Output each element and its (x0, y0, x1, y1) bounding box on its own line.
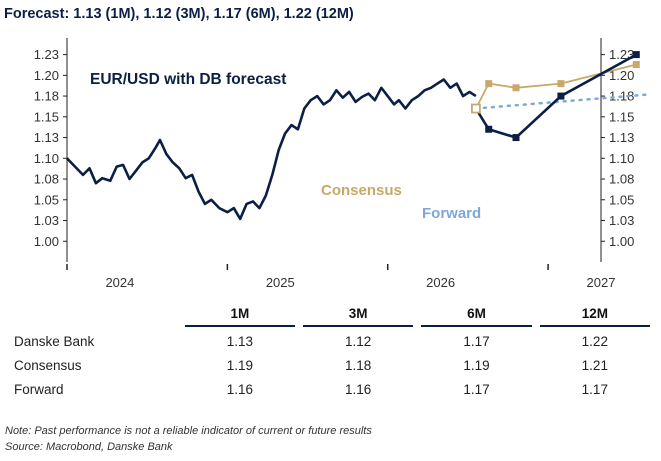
x-tick-label: 2027 (587, 275, 616, 290)
y-tick-label-right: 1.20 (609, 68, 634, 83)
consensus-point (512, 84, 520, 92)
cell: 1.18 (345, 358, 372, 373)
y-tick-label-right: 1.13 (609, 130, 634, 145)
db-forecast-point (485, 125, 493, 133)
forecast-start-point (471, 103, 481, 114)
forward-line (474, 93, 651, 110)
y-tick-label-right: 1.23 (609, 47, 634, 62)
y-tick-label-right: 1.03 (609, 213, 634, 228)
db-forecast-point (632, 51, 640, 59)
consensus-point (557, 80, 565, 88)
row-label: Danske Bank (14, 334, 95, 349)
x-tick-label: 2026 (426, 275, 455, 290)
y-tick-label-left: 1.23 (34, 47, 59, 62)
y-tick-label-left: 1.15 (34, 109, 59, 124)
forecast-table: 1M 3M 6M 12M Danske Bank 1.13 1.12 1.17 … (4, 303, 658, 399)
x-tick-label: 2025 (266, 275, 295, 290)
y-tick-label-left: 1.18 (34, 89, 59, 104)
y-tick-label-right: 1.15 (609, 109, 634, 124)
y-tick-label-left: 1.03 (34, 213, 59, 228)
y-tick-label-right: 1.00 (609, 234, 634, 249)
cell: 1.17 (581, 382, 608, 397)
cell: 1.16 (226, 382, 253, 397)
legend-consensus: Consensus (321, 182, 402, 199)
legend-forward: Forward (422, 205, 481, 222)
disclaimer-note: Note: Past performance is not a reliable… (5, 425, 372, 437)
db-forecast-point (512, 134, 520, 142)
table-row: Forward 1.16 1.16 1.17 1.17 (12, 375, 650, 399)
col-header-12m: 12M (539, 303, 650, 327)
table-corner (12, 303, 177, 327)
col-header-6m: 6M (421, 303, 532, 327)
y-tick-label-right: 1.05 (609, 192, 634, 207)
table-row: Danske Bank 1.13 1.12 1.17 1.22 (12, 327, 650, 351)
col-header-1m: 1M (184, 303, 296, 327)
cell: 1.16 (345, 382, 372, 397)
consensus-point (485, 80, 493, 88)
cell: 1.17 (463, 334, 490, 349)
y-tick-label-left: 1.00 (34, 234, 59, 249)
chart-marks (66, 51, 651, 221)
cell: 1.19 (226, 358, 253, 373)
y-tick-label-right: 1.10 (609, 151, 634, 166)
eurusd-history-line (66, 78, 477, 221)
row-label: Forward (14, 382, 64, 397)
cell: 1.22 (581, 334, 608, 349)
source-note: Source: Macrobond, Danske Bank (5, 441, 173, 453)
fx-chart: 1.00 1.00 1.03 1.03 1.05 1.05 1.08 1.08 1.10 1.10… (34, 38, 651, 290)
cell: 1.17 (463, 382, 490, 397)
cell: 1.21 (581, 358, 608, 373)
table-header-row: 1M 3M 6M 12M (12, 303, 650, 327)
cell: 1.19 (463, 358, 490, 373)
y-tick-label-left: 1.10 (34, 151, 59, 166)
chart-title: EUR/USD with DB forecast (90, 71, 286, 88)
y-tick-label-right: 1.08 (609, 172, 634, 187)
cell: 1.12 (345, 334, 372, 349)
x-tick-label: 2024 (105, 275, 134, 290)
y-tick-label-left: 1.20 (34, 68, 59, 83)
headline: Forecast: 1.13 (1M), 1.12 (3M), 1.17 (6M… (4, 6, 354, 22)
y-tick-label-left: 1.05 (34, 192, 59, 207)
db-forecast-point (557, 92, 565, 100)
chart-axes: 1.00 1.00 1.03 1.03 1.05 1.05 1.08 1.08 1.10 1.10… (34, 38, 634, 290)
row-label: Consensus (14, 358, 82, 373)
y-tick-label-left: 1.08 (34, 172, 59, 187)
footnote: Note: Past performance is not a reliable… (5, 423, 372, 455)
consensus-point (632, 61, 640, 69)
col-header-3m: 3M (303, 303, 414, 327)
y-tick-label-left: 1.13 (34, 130, 59, 145)
cell: 1.13 (226, 334, 253, 349)
table-row: Consensus 1.19 1.18 1.19 1.21 (12, 351, 650, 375)
